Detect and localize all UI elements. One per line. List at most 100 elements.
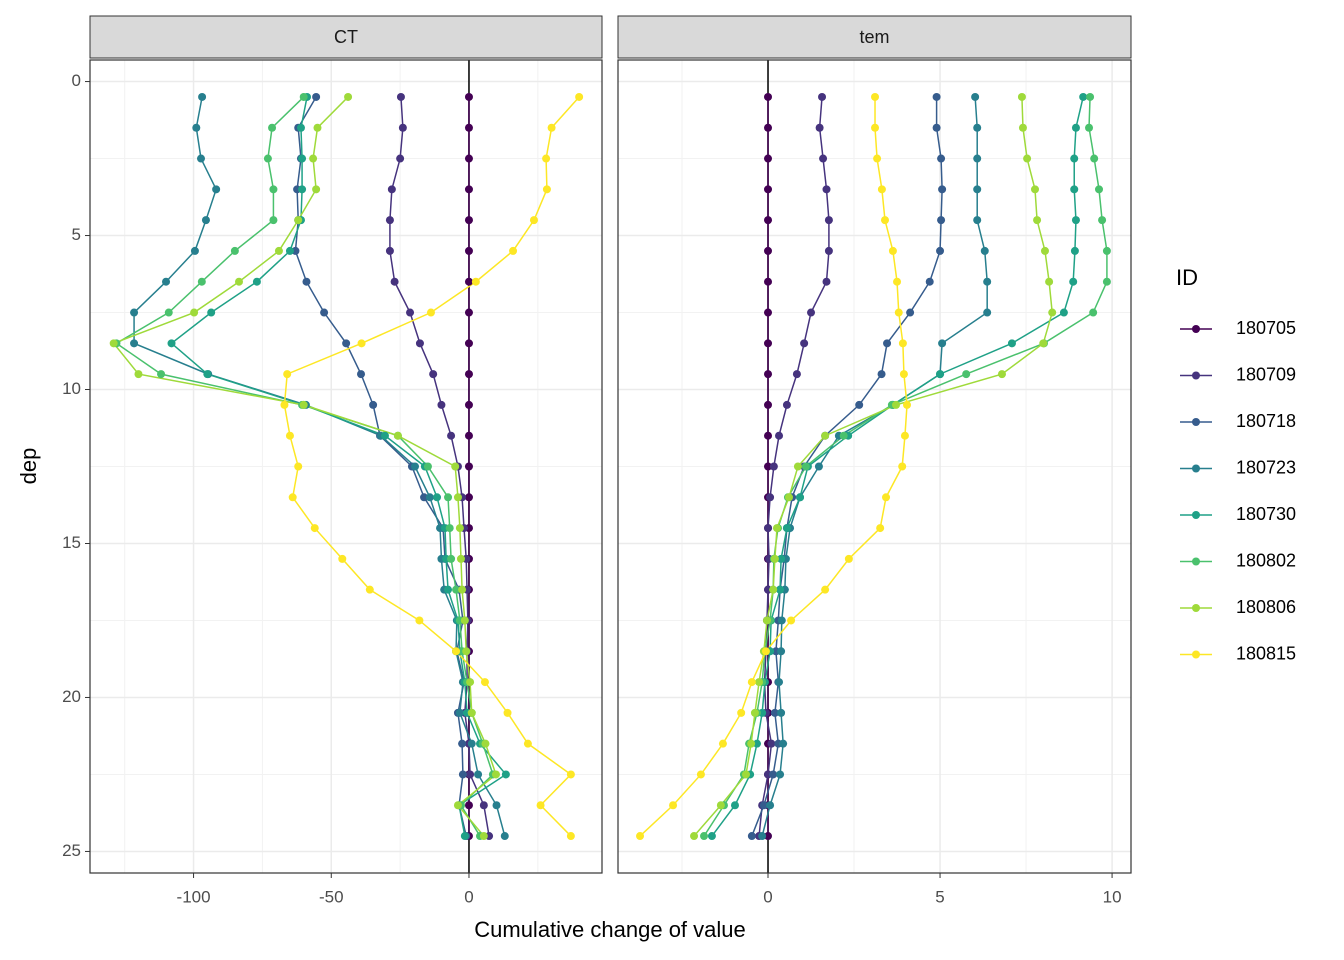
data-point <box>296 123 305 132</box>
data-point <box>474 770 483 779</box>
data-point <box>566 832 575 841</box>
data-point <box>807 308 816 317</box>
x-tick-label: 5 <box>935 887 944 906</box>
data-point <box>464 370 473 379</box>
data-point <box>730 801 739 810</box>
data-point <box>425 493 434 502</box>
data-point <box>937 216 946 225</box>
strip-label: tem <box>859 27 889 47</box>
data-point <box>936 246 945 255</box>
data-point <box>1085 123 1094 132</box>
data-point <box>109 339 118 348</box>
data-point <box>973 154 982 163</box>
panel-border <box>89 59 603 874</box>
data-point <box>900 431 909 440</box>
data-point <box>566 770 575 779</box>
data-point <box>750 708 759 717</box>
data-point <box>130 339 139 348</box>
legend-label: 180718 <box>1236 411 1296 431</box>
data-point <box>936 370 945 379</box>
data-point <box>479 832 488 841</box>
data-point <box>464 493 473 502</box>
data-point <box>464 216 473 225</box>
data-point <box>509 246 518 255</box>
data-point <box>196 154 205 163</box>
data-point <box>167 339 176 348</box>
data-point <box>203 370 212 379</box>
data-point <box>298 185 307 194</box>
legend-label: 180806 <box>1236 597 1296 617</box>
data-point <box>824 216 833 225</box>
data-point <box>500 832 509 841</box>
data-point <box>190 246 199 255</box>
data-point <box>707 832 716 841</box>
data-point <box>764 123 773 132</box>
data-point <box>669 801 678 810</box>
data-point <box>636 832 645 841</box>
data-point <box>357 339 366 348</box>
data-point <box>294 216 303 225</box>
data-point <box>764 462 773 471</box>
data-point <box>1018 123 1027 132</box>
data-point <box>1095 185 1104 194</box>
x-tick-label: 0 <box>464 887 473 906</box>
data-point <box>406 308 415 317</box>
data-point <box>1017 92 1026 101</box>
data-point <box>310 524 319 533</box>
data-point <box>429 370 438 379</box>
data-point <box>737 708 746 717</box>
data-point <box>764 339 773 348</box>
data-point <box>770 708 779 717</box>
data-point <box>898 462 907 471</box>
panel-border <box>617 59 1132 874</box>
data-point <box>1102 277 1111 286</box>
data-point <box>764 185 773 194</box>
data-point <box>445 524 454 533</box>
data-point <box>787 616 796 625</box>
x-axis-title: Cumulative change of value <box>474 917 746 942</box>
data-point <box>299 400 308 409</box>
data-point <box>458 585 467 594</box>
data-point <box>302 277 311 286</box>
legend-swatch <box>1192 371 1200 380</box>
data-point <box>447 431 456 440</box>
data-point <box>294 462 303 471</box>
data-point <box>312 185 321 194</box>
legend-label: 180705 <box>1236 318 1296 338</box>
data-point <box>357 370 366 379</box>
data-point <box>157 370 166 379</box>
data-point <box>769 770 778 779</box>
data-point <box>796 493 805 502</box>
data-point <box>190 308 199 317</box>
data-point <box>769 462 778 471</box>
data-point <box>770 554 779 563</box>
data-point <box>962 370 971 379</box>
data-point <box>888 246 897 255</box>
data-point <box>134 370 143 379</box>
data-point <box>747 832 756 841</box>
data-point <box>269 185 278 194</box>
data-point <box>764 832 773 841</box>
data-point <box>162 277 171 286</box>
data-point <box>197 277 206 286</box>
data-point <box>390 277 399 286</box>
data-point <box>288 493 297 502</box>
data-point <box>899 370 908 379</box>
data-point <box>380 431 389 440</box>
data-point <box>764 370 773 379</box>
y-tick-label: 5 <box>72 225 81 244</box>
data-point <box>455 708 464 717</box>
data-point <box>299 92 308 101</box>
data-point <box>452 585 461 594</box>
legend-label: 180709 <box>1236 364 1296 384</box>
data-point <box>818 92 827 101</box>
data-point <box>298 154 307 163</box>
data-point <box>882 493 891 502</box>
data-point <box>898 339 907 348</box>
data-point <box>291 246 300 255</box>
data-point <box>453 493 462 502</box>
data-point <box>877 370 886 379</box>
data-point <box>164 308 173 317</box>
y-axis-title: dep <box>16 448 41 485</box>
data-point <box>741 770 750 779</box>
